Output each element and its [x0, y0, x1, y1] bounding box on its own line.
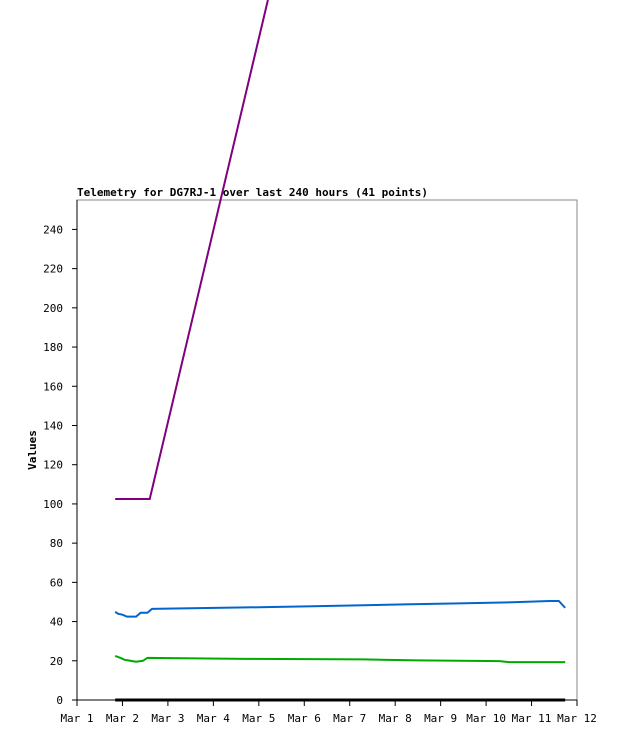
y-tick-label: 100	[43, 498, 63, 511]
y-tick-label: 60	[50, 576, 63, 589]
series-line-2	[114, 654, 566, 664]
y-tick-label: 180	[43, 341, 63, 354]
y-tick-label: 140	[43, 419, 63, 432]
y-tick-label: 240	[43, 223, 63, 236]
y-tick-label: 80	[50, 537, 63, 550]
x-tick-label: Mar 11	[512, 712, 552, 725]
y-tick-label: 200	[43, 302, 63, 315]
x-tick-label: Mar 1	[60, 712, 93, 725]
series-line-1	[114, 599, 566, 618]
x-tick-label: Mar 3	[151, 712, 184, 725]
x-tick-label: Mar 9	[424, 712, 457, 725]
y-tick-label: 160	[43, 380, 63, 393]
x-tick-label: Mar 10	[466, 712, 506, 725]
x-tick-label: Mar 8	[379, 712, 412, 725]
y-axis-label: Values	[26, 430, 39, 470]
y-tick-label: 0	[56, 694, 63, 707]
x-tick-label: Mar 5	[242, 712, 275, 725]
x-tick-label: Mar 4	[197, 712, 230, 725]
x-tick-label: Mar 12	[557, 712, 597, 725]
series-line-0	[115, 0, 269, 501]
plot-frame	[76, 199, 578, 701]
y-tick-label: 220	[43, 263, 63, 276]
y-tick-label: 20	[50, 655, 63, 668]
y-tick-label: 120	[43, 459, 63, 472]
x-tick-label: Mar 2	[106, 712, 139, 725]
x-tick-label: Mar 6	[288, 712, 321, 725]
x-tick-label: Mar 7	[333, 712, 366, 725]
y-tick-label: 40	[50, 616, 63, 629]
chart-title: Telemetry for DG7RJ-1 over last 240 hour…	[77, 186, 428, 199]
